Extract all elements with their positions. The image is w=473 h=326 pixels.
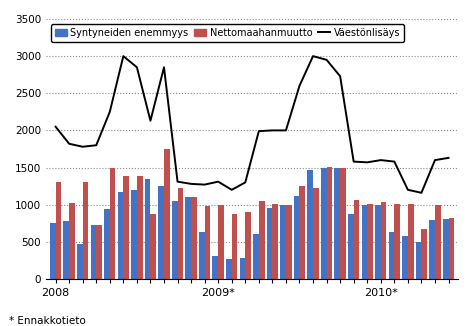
Bar xyxy=(429,219,435,279)
Bar xyxy=(232,214,237,279)
Bar xyxy=(354,200,359,279)
Bar xyxy=(381,202,386,279)
Bar xyxy=(259,201,264,279)
Legend: Syntyneiden enemmyys, Nettomaahanmuutto, Väestönlisäys: Syntyneiden enemmyys, Nettomaahanmuutto,… xyxy=(51,24,404,42)
Bar xyxy=(83,182,88,279)
Bar xyxy=(177,187,183,279)
Bar xyxy=(172,201,177,279)
Bar xyxy=(253,234,259,279)
Bar xyxy=(361,205,367,279)
Bar xyxy=(240,258,245,279)
Bar xyxy=(77,244,83,279)
Bar xyxy=(313,188,319,279)
Bar xyxy=(69,203,75,279)
Bar xyxy=(212,256,218,279)
Bar xyxy=(123,176,129,279)
Bar xyxy=(50,223,56,279)
Bar xyxy=(137,176,142,279)
Bar xyxy=(131,190,137,279)
Bar xyxy=(408,204,413,279)
Bar xyxy=(90,226,96,279)
Bar xyxy=(375,205,381,279)
Bar xyxy=(280,205,286,279)
Bar xyxy=(56,182,61,279)
Bar xyxy=(145,179,150,279)
Bar xyxy=(286,205,292,279)
Bar xyxy=(443,219,448,279)
Bar xyxy=(185,197,191,279)
Bar xyxy=(389,232,394,279)
Bar xyxy=(334,168,340,279)
Bar xyxy=(435,205,441,279)
Bar xyxy=(191,197,197,279)
Bar xyxy=(110,168,115,279)
Bar xyxy=(226,259,232,279)
Bar xyxy=(416,242,421,279)
Bar xyxy=(421,229,427,279)
Bar xyxy=(299,186,305,279)
Bar xyxy=(218,205,224,279)
Bar xyxy=(205,206,210,279)
Bar xyxy=(245,212,251,279)
Bar xyxy=(96,226,102,279)
Bar xyxy=(150,214,156,279)
Bar xyxy=(118,192,123,279)
Bar xyxy=(402,236,408,279)
Bar xyxy=(448,218,454,279)
Bar xyxy=(394,204,400,279)
Bar xyxy=(348,214,354,279)
Bar xyxy=(326,167,332,279)
Text: * Ennakkotieto: * Ennakkotieto xyxy=(9,316,86,326)
Bar xyxy=(307,170,313,279)
Bar xyxy=(164,149,170,279)
Bar xyxy=(104,209,110,279)
Bar xyxy=(272,204,278,279)
Bar xyxy=(340,168,346,279)
Bar xyxy=(294,197,299,279)
Bar xyxy=(321,168,326,279)
Bar xyxy=(158,186,164,279)
Bar xyxy=(199,232,205,279)
Bar xyxy=(367,204,373,279)
Bar xyxy=(267,208,272,279)
Bar xyxy=(63,221,69,279)
